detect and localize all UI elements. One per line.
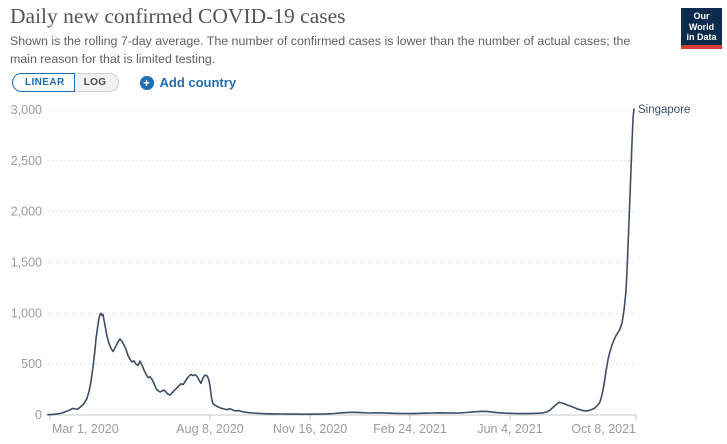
x-axis-label: Oct 8, 2021: [571, 422, 636, 436]
y-axis-label: 2,000: [11, 205, 42, 219]
x-axis-label: Mar 1, 2020: [52, 422, 119, 436]
logo-line2: in Data: [686, 32, 717, 42]
add-country-button[interactable]: + Add country: [139, 75, 237, 90]
y-axis-label: 0: [35, 408, 42, 422]
chart-controls: LINEAR LOG + Add country: [12, 73, 236, 92]
owid-logo[interactable]: Our World in Data: [681, 8, 722, 49]
log-button[interactable]: LOG: [74, 73, 119, 92]
x-axis-label: Aug 8, 2020: [176, 422, 243, 436]
series-end-label: Singapore: [638, 104, 690, 116]
x-axis-label: Feb 24, 2021: [373, 422, 447, 436]
y-axis-label: 1,500: [11, 256, 42, 270]
x-axis-label: Nov 16, 2020: [273, 422, 347, 436]
y-axis-label: 2,500: [11, 154, 42, 168]
y-axis-label: 3,000: [11, 103, 42, 117]
y-axis-label: 500: [21, 357, 42, 371]
x-axis-label: Jun 4, 2021: [477, 422, 542, 436]
scale-toggle: LINEAR LOG: [12, 73, 119, 92]
singapore-line[interactable]: [47, 108, 635, 416]
plus-icon: +: [139, 75, 154, 90]
logo-line1: Our World: [688, 11, 715, 32]
chart-subtitle: Shown is the rolling 7-day average. The …: [10, 34, 631, 66]
y-axis-label: 1,000: [11, 306, 42, 320]
add-country-label: Add country: [159, 75, 237, 90]
linear-button[interactable]: LINEAR: [12, 73, 75, 92]
chart-title: Daily new confirmed COVID-19 cases: [10, 4, 346, 28]
